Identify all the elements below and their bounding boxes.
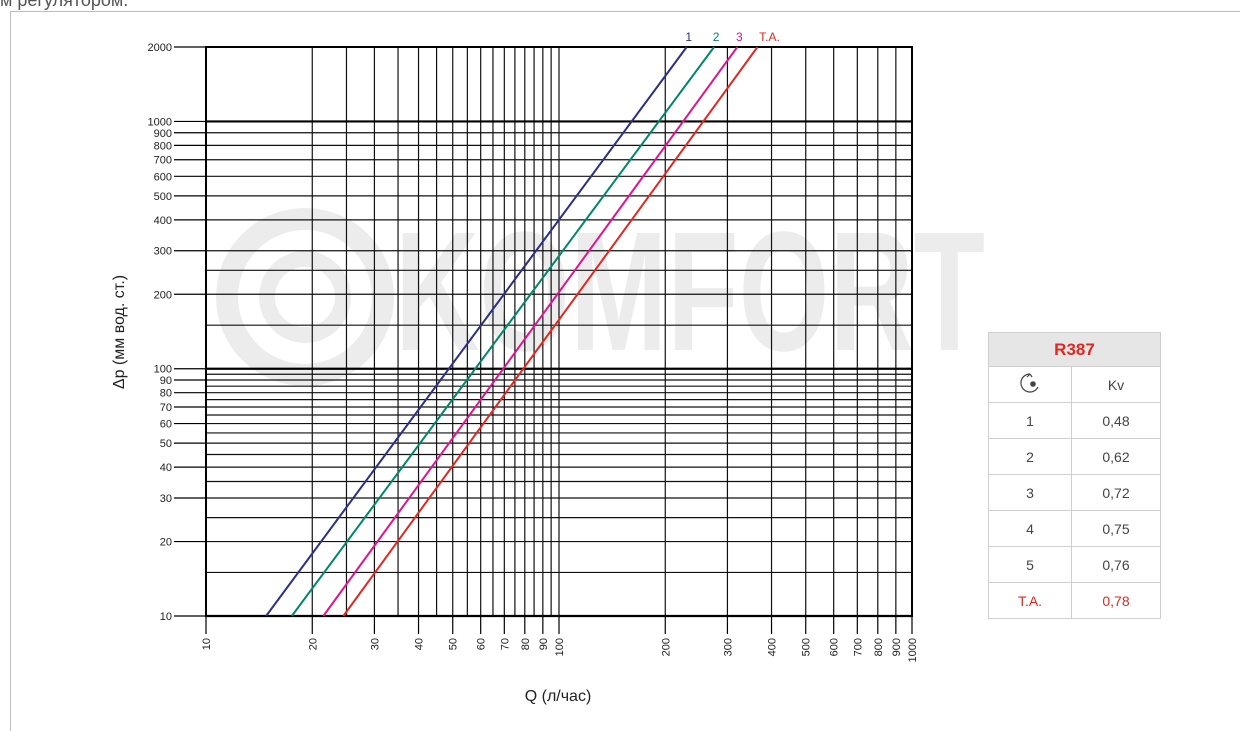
x-tick-label: 20 [307,638,319,650]
y-tick-label: 800 [154,140,172,152]
table-row: 2 0,62 [988,438,1161,475]
table-row: 3 0,72 [988,474,1161,511]
kv-cell: 0,76 [1071,546,1161,583]
kv-cell: 0,62 [1071,438,1161,475]
y-tick-label: 40 [160,462,172,474]
setting-cell: 4 [988,510,1072,547]
y-tick-label: 50 [160,438,172,450]
y-tick-label: 400 [154,215,172,227]
x-tick-label: 900 [891,638,903,656]
series-lines [265,46,759,617]
table-row: 5 0,76 [988,546,1161,583]
x-tick-label: 800 [873,638,885,656]
series-line-4 [342,46,759,617]
tick-labels: 1020304050607080901002003004005006007008… [148,42,919,662]
y-tick-label: 200 [154,289,172,301]
table-row: 1 0,48 [988,402,1161,439]
kv-table-title-row: R387 [988,332,1161,367]
table-row: T.A. 0,78 [988,582,1161,619]
y-tick-label: 100 [154,364,172,376]
kv-cell: 0,75 [1071,510,1161,547]
x-tick-label: 200 [660,638,672,656]
y-tick-label: 20 [160,537,172,549]
series-label: T.A. [759,30,780,44]
setting-cell: T.A. [988,582,1072,619]
grid-lines [205,46,913,618]
setting-cell: 5 [988,546,1072,583]
series-label: 2 [713,30,720,44]
table-row: 4 0,75 [988,510,1161,547]
series-label: 3 [736,30,743,44]
x-tick-label: 10 [201,638,213,650]
x-tick-label: 700 [852,638,864,656]
watermark: KOMFORT [216,197,985,387]
y-tick-label: 500 [154,191,172,203]
x-tick-label: 600 [829,638,841,656]
kv-table: R387 Kv 1 0,48 2 0,62 3 0,72 4 0,75 5 0,… [988,332,1161,619]
series-label: 1 [685,30,692,44]
x-tick-label: 100 [554,638,566,656]
y-tick-label: 1000 [148,116,172,128]
series-labels: 1 2 3 T.A. [685,30,779,44]
series-line-3 [322,46,739,617]
kv-table-header-row: Kv [988,366,1161,403]
x-tick-label: 30 [369,638,381,650]
y-tick-label: 90 [160,375,172,387]
x-tick-label: 60 [476,638,488,650]
x-tick-label: 80 [520,638,532,650]
kv-table-title: R387 [988,332,1161,367]
setting-cell: 3 [988,474,1072,511]
y-tick-label: 600 [154,171,172,183]
x-tick-label: 50 [448,638,460,650]
y-tick-label: 70 [160,402,172,414]
kv-cell: 0,48 [1071,402,1161,439]
watermark-ring [216,208,394,386]
y-tick-label: 700 [154,155,172,167]
x-tick-label: 400 [767,638,779,656]
y-tick-label: 60 [160,419,172,431]
series-line-1 [265,46,688,617]
series-line-2 [290,46,715,617]
x-tick-label: 500 [801,638,813,656]
x-tick-label: 1000 [907,638,919,662]
y-axis-label: Δp (мм вод. ст.) [111,275,128,389]
valve-setting-icon [988,366,1072,403]
y-tick-label: 300 [154,246,172,258]
setting-cell: 2 [988,438,1072,475]
y-tick-label: 80 [160,388,172,400]
x-tick-label: 40 [414,638,426,650]
setting-cell: 1 [988,402,1072,439]
x-tick-label: 90 [538,638,550,650]
content-frame [10,11,1240,731]
x-tick-label: 300 [722,638,734,656]
kv-cell: 0,72 [1071,474,1161,511]
kv-cell: 0,78 [1071,582,1161,619]
kv-header: Kv [1071,366,1161,403]
watermark-ring [259,251,351,343]
x-tick-label: 70 [499,638,511,650]
page-caption: м регулятором. [0,0,129,10]
y-tick-label: 900 [154,128,172,140]
y-tick-label: 30 [160,493,172,505]
x-axis-label: Q (л/час) [525,688,592,705]
y-tick-label: 10 [160,611,172,623]
y-tick-label: 2000 [148,42,172,54]
